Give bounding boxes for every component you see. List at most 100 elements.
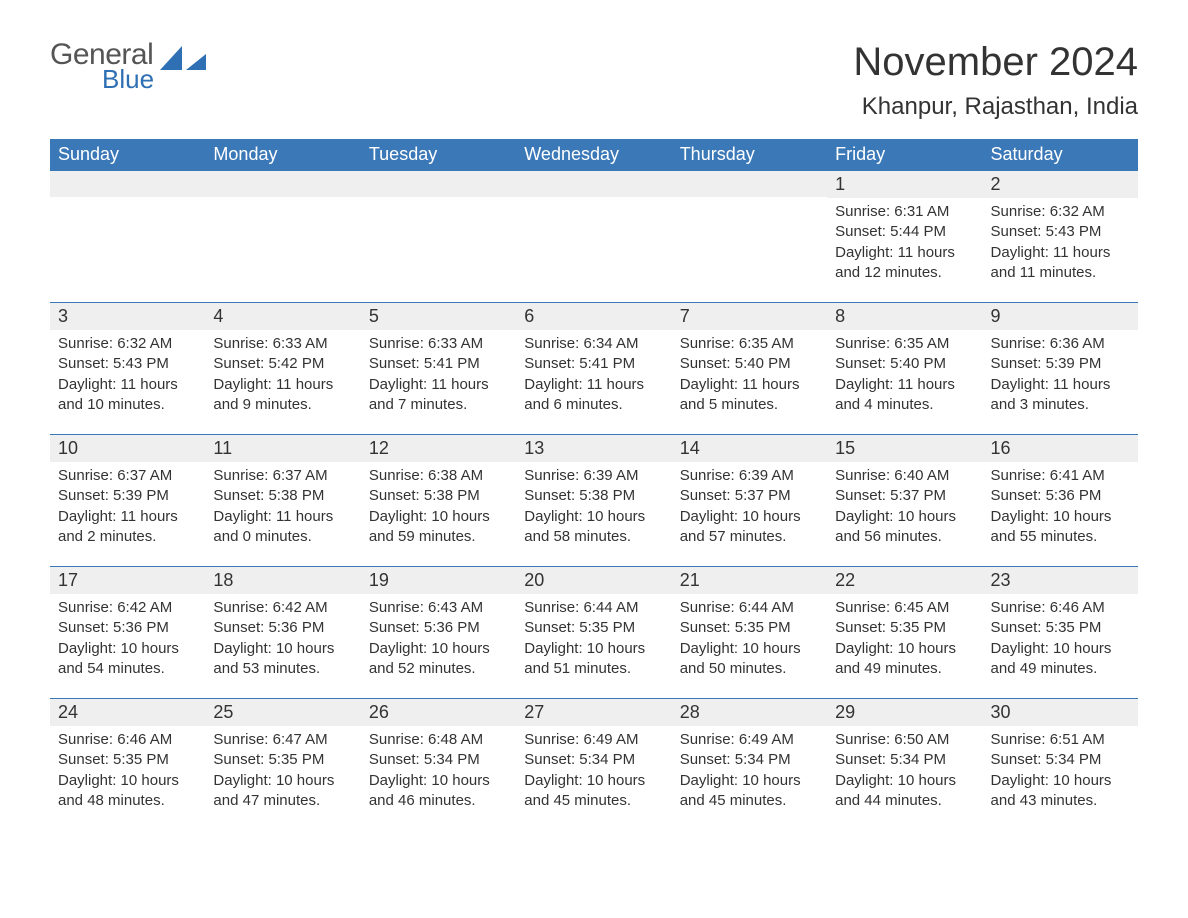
- sunset-line: Sunset: 5:35 PM: [524, 618, 663, 638]
- daylight-line: Daylight: 10 hours and 57 minutes.: [680, 507, 819, 548]
- sunrise-line: Sunrise: 6:42 AM: [58, 598, 197, 618]
- empty-day-bar: [516, 170, 671, 197]
- calendar-cell: [50, 170, 205, 302]
- daylight-line: Daylight: 11 hours and 6 minutes.: [524, 375, 663, 416]
- sunset-line: Sunset: 5:37 PM: [680, 486, 819, 506]
- daylight-line: Daylight: 11 hours and 5 minutes.: [680, 375, 819, 416]
- sunset-line: Sunset: 5:36 PM: [213, 618, 352, 638]
- sunrise-line: Sunrise: 6:47 AM: [213, 730, 352, 750]
- day-number: 26: [361, 698, 516, 726]
- daylight-line: Daylight: 10 hours and 43 minutes.: [991, 771, 1130, 812]
- weekday-header: Thursday: [672, 139, 827, 170]
- sunset-line: Sunset: 5:36 PM: [58, 618, 197, 638]
- daylight-line: Daylight: 11 hours and 3 minutes.: [991, 375, 1130, 416]
- daylight-line: Daylight: 11 hours and 7 minutes.: [369, 375, 508, 416]
- day-number: 4: [205, 302, 360, 330]
- sunrise-line: Sunrise: 6:39 AM: [524, 466, 663, 486]
- calendar-cell: 10 Sunrise: 6:37 AMSunset: 5:39 PMDayligh…: [50, 434, 205, 566]
- daylight-line: Daylight: 10 hours and 48 minutes.: [58, 771, 197, 812]
- sunset-line: Sunset: 5:36 PM: [991, 486, 1130, 506]
- daylight-line: Daylight: 10 hours and 45 minutes.: [524, 771, 663, 812]
- sunset-line: Sunset: 5:38 PM: [213, 486, 352, 506]
- sunset-line: Sunset: 5:40 PM: [835, 354, 974, 374]
- day-number: 15: [827, 434, 982, 462]
- daylight-line: Daylight: 11 hours and 11 minutes.: [991, 243, 1130, 284]
- day-number: 11: [205, 434, 360, 462]
- calendar-cell: 24Sunrise: 6:46 AMSunset: 5:35 PMDayligh…: [50, 698, 205, 830]
- calendar-cell: 25Sunrise: 6:47 AMSunset: 5:35 PMDayligh…: [205, 698, 360, 830]
- daylight-line: Daylight: 10 hours and 55 minutes.: [991, 507, 1130, 548]
- calendar-cell: 6Sunrise: 6:34 AMSunset: 5:41 PMDaylight…: [516, 302, 671, 434]
- sunrise-line: Sunrise: 6:37 AM: [58, 466, 197, 486]
- sunset-line: Sunset: 5:40 PM: [680, 354, 819, 374]
- day-number: 18: [205, 566, 360, 594]
- sunrise-line: Sunrise: 6:36 AM: [991, 334, 1130, 354]
- day-number: 1: [827, 170, 982, 198]
- sunrise-line: Sunrise: 6:37 AM: [213, 466, 352, 486]
- day-body: Sunrise: 6:35 AMSunset: 5:40 PMDaylight:…: [672, 330, 827, 423]
- calendar-cell: 17Sunrise: 6:42 AMSunset: 5:36 PMDayligh…: [50, 566, 205, 698]
- sunset-line: Sunset: 5:39 PM: [58, 486, 197, 506]
- sunset-line: Sunset: 5:35 PM: [58, 750, 197, 770]
- weekday-header: Friday: [827, 139, 982, 170]
- day-body: Sunrise: 6:39 AMSunset: 5:38 PMDaylight:…: [516, 462, 671, 555]
- calendar-cell: 14Sunrise: 6:39 AMSunset: 5:37 PMDayligh…: [672, 434, 827, 566]
- day-body: Sunrise: 6:38 AMSunset: 5:38 PMDaylight:…: [361, 462, 516, 555]
- calendar-cell: 5Sunrise: 6:33 AMSunset: 5:41 PMDaylight…: [361, 302, 516, 434]
- day-body: Sunrise: 6:48 AMSunset: 5:34 PMDaylight:…: [361, 726, 516, 819]
- sunrise-line: Sunrise: 6:38 AM: [369, 466, 508, 486]
- title-block: November 2024 Khanpur, Rajasthan, India: [853, 40, 1138, 121]
- sunrise-line: Sunrise: 6:50 AM: [835, 730, 974, 750]
- day-body: Sunrise: 6:42 AMSunset: 5:36 PMDaylight:…: [205, 594, 360, 687]
- day-number: 7: [672, 302, 827, 330]
- day-body: Sunrise: 6:35 AMSunset: 5:40 PMDaylight:…: [827, 330, 982, 423]
- calendar-cell: [205, 170, 360, 302]
- sunset-line: Sunset: 5:43 PM: [58, 354, 197, 374]
- logo-word-blue: Blue: [102, 66, 154, 92]
- day-body: Sunrise: 6:33 AMSunset: 5:41 PMDaylight:…: [361, 330, 516, 423]
- sunrise-line: Sunrise: 6:46 AM: [991, 598, 1130, 618]
- daylight-line: Daylight: 11 hours and 9 minutes.: [213, 375, 352, 416]
- sunrise-line: Sunrise: 6:44 AM: [680, 598, 819, 618]
- page: General Blue November 2024 Khanpur, Raja…: [0, 0, 1188, 918]
- day-body: Sunrise: 6:45 AMSunset: 5:35 PMDaylight:…: [827, 594, 982, 687]
- daylight-line: Daylight: 11 hours and 10 minutes.: [58, 375, 197, 416]
- day-number: 27: [516, 698, 671, 726]
- calendar-cell: 1Sunrise: 6:31 AMSunset: 5:44 PMDaylight…: [827, 170, 982, 302]
- sunset-line: Sunset: 5:43 PM: [991, 222, 1130, 242]
- weekday-header: Monday: [205, 139, 360, 170]
- sunrise-line: Sunrise: 6:32 AM: [58, 334, 197, 354]
- calendar-row: 10Sunrise: 6:37 AMSunset: 5:39 PMDayligh…: [50, 434, 1138, 566]
- daylight-line: Daylight: 11 hours and 12 minutes.: [835, 243, 974, 284]
- sunset-line: Sunset: 5:34 PM: [524, 750, 663, 770]
- empty-day-bar: [50, 170, 205, 197]
- daylight-line: Daylight: 10 hours and 47 minutes.: [213, 771, 352, 812]
- calendar-cell: [672, 170, 827, 302]
- day-number: 10: [50, 434, 205, 462]
- logo-sail-icon: [160, 46, 206, 81]
- day-number: 3: [50, 302, 205, 330]
- day-body: Sunrise: 6:49 AMSunset: 5:34 PMDaylight:…: [672, 726, 827, 819]
- calendar-cell: 2Sunrise: 6:32 AMSunset: 5:43 PMDaylight…: [983, 170, 1138, 302]
- daylight-line: Daylight: 11 hours and 2 minutes.: [58, 507, 197, 548]
- sunrise-line: Sunrise: 6:31 AM: [835, 202, 974, 222]
- calendar-row: 3Sunrise: 6:32 AMSunset: 5:43 PMDaylight…: [50, 302, 1138, 434]
- calendar-cell: 3 Sunrise: 6:32 AMSunset: 5:43 PMDaylight…: [50, 302, 205, 434]
- calendar-row: 1Sunrise: 6:31 AMSunset: 5:44 PMDaylight…: [50, 170, 1138, 302]
- sunset-line: Sunset: 5:36 PM: [369, 618, 508, 638]
- day-number: 13: [516, 434, 671, 462]
- calendar-cell: 11Sunrise: 6:37 AMSunset: 5:38 PMDayligh…: [205, 434, 360, 566]
- calendar-cell: 8Sunrise: 6:35 AMSunset: 5:40 PMDaylight…: [827, 302, 982, 434]
- day-body: Sunrise: 6:49 AMSunset: 5:34 PMDaylight:…: [516, 726, 671, 819]
- sunset-line: Sunset: 5:34 PM: [680, 750, 819, 770]
- sunrise-line: Sunrise: 6:32 AM: [991, 202, 1130, 222]
- sunset-line: Sunset: 5:38 PM: [369, 486, 508, 506]
- daylight-line: Daylight: 10 hours and 49 minutes.: [835, 639, 974, 680]
- day-number: 19: [361, 566, 516, 594]
- daylight-line: Daylight: 10 hours and 44 minutes.: [835, 771, 974, 812]
- day-body: Sunrise: 6:44 AMSunset: 5:35 PMDaylight:…: [516, 594, 671, 687]
- calendar-cell: 26Sunrise: 6:48 AMSunset: 5:34 PMDayligh…: [361, 698, 516, 830]
- day-body: Sunrise: 6:46 AMSunset: 5:35 PMDaylight:…: [50, 726, 205, 819]
- calendar-cell: 12Sunrise: 6:38 AMSunset: 5:38 PMDayligh…: [361, 434, 516, 566]
- day-number: 6: [516, 302, 671, 330]
